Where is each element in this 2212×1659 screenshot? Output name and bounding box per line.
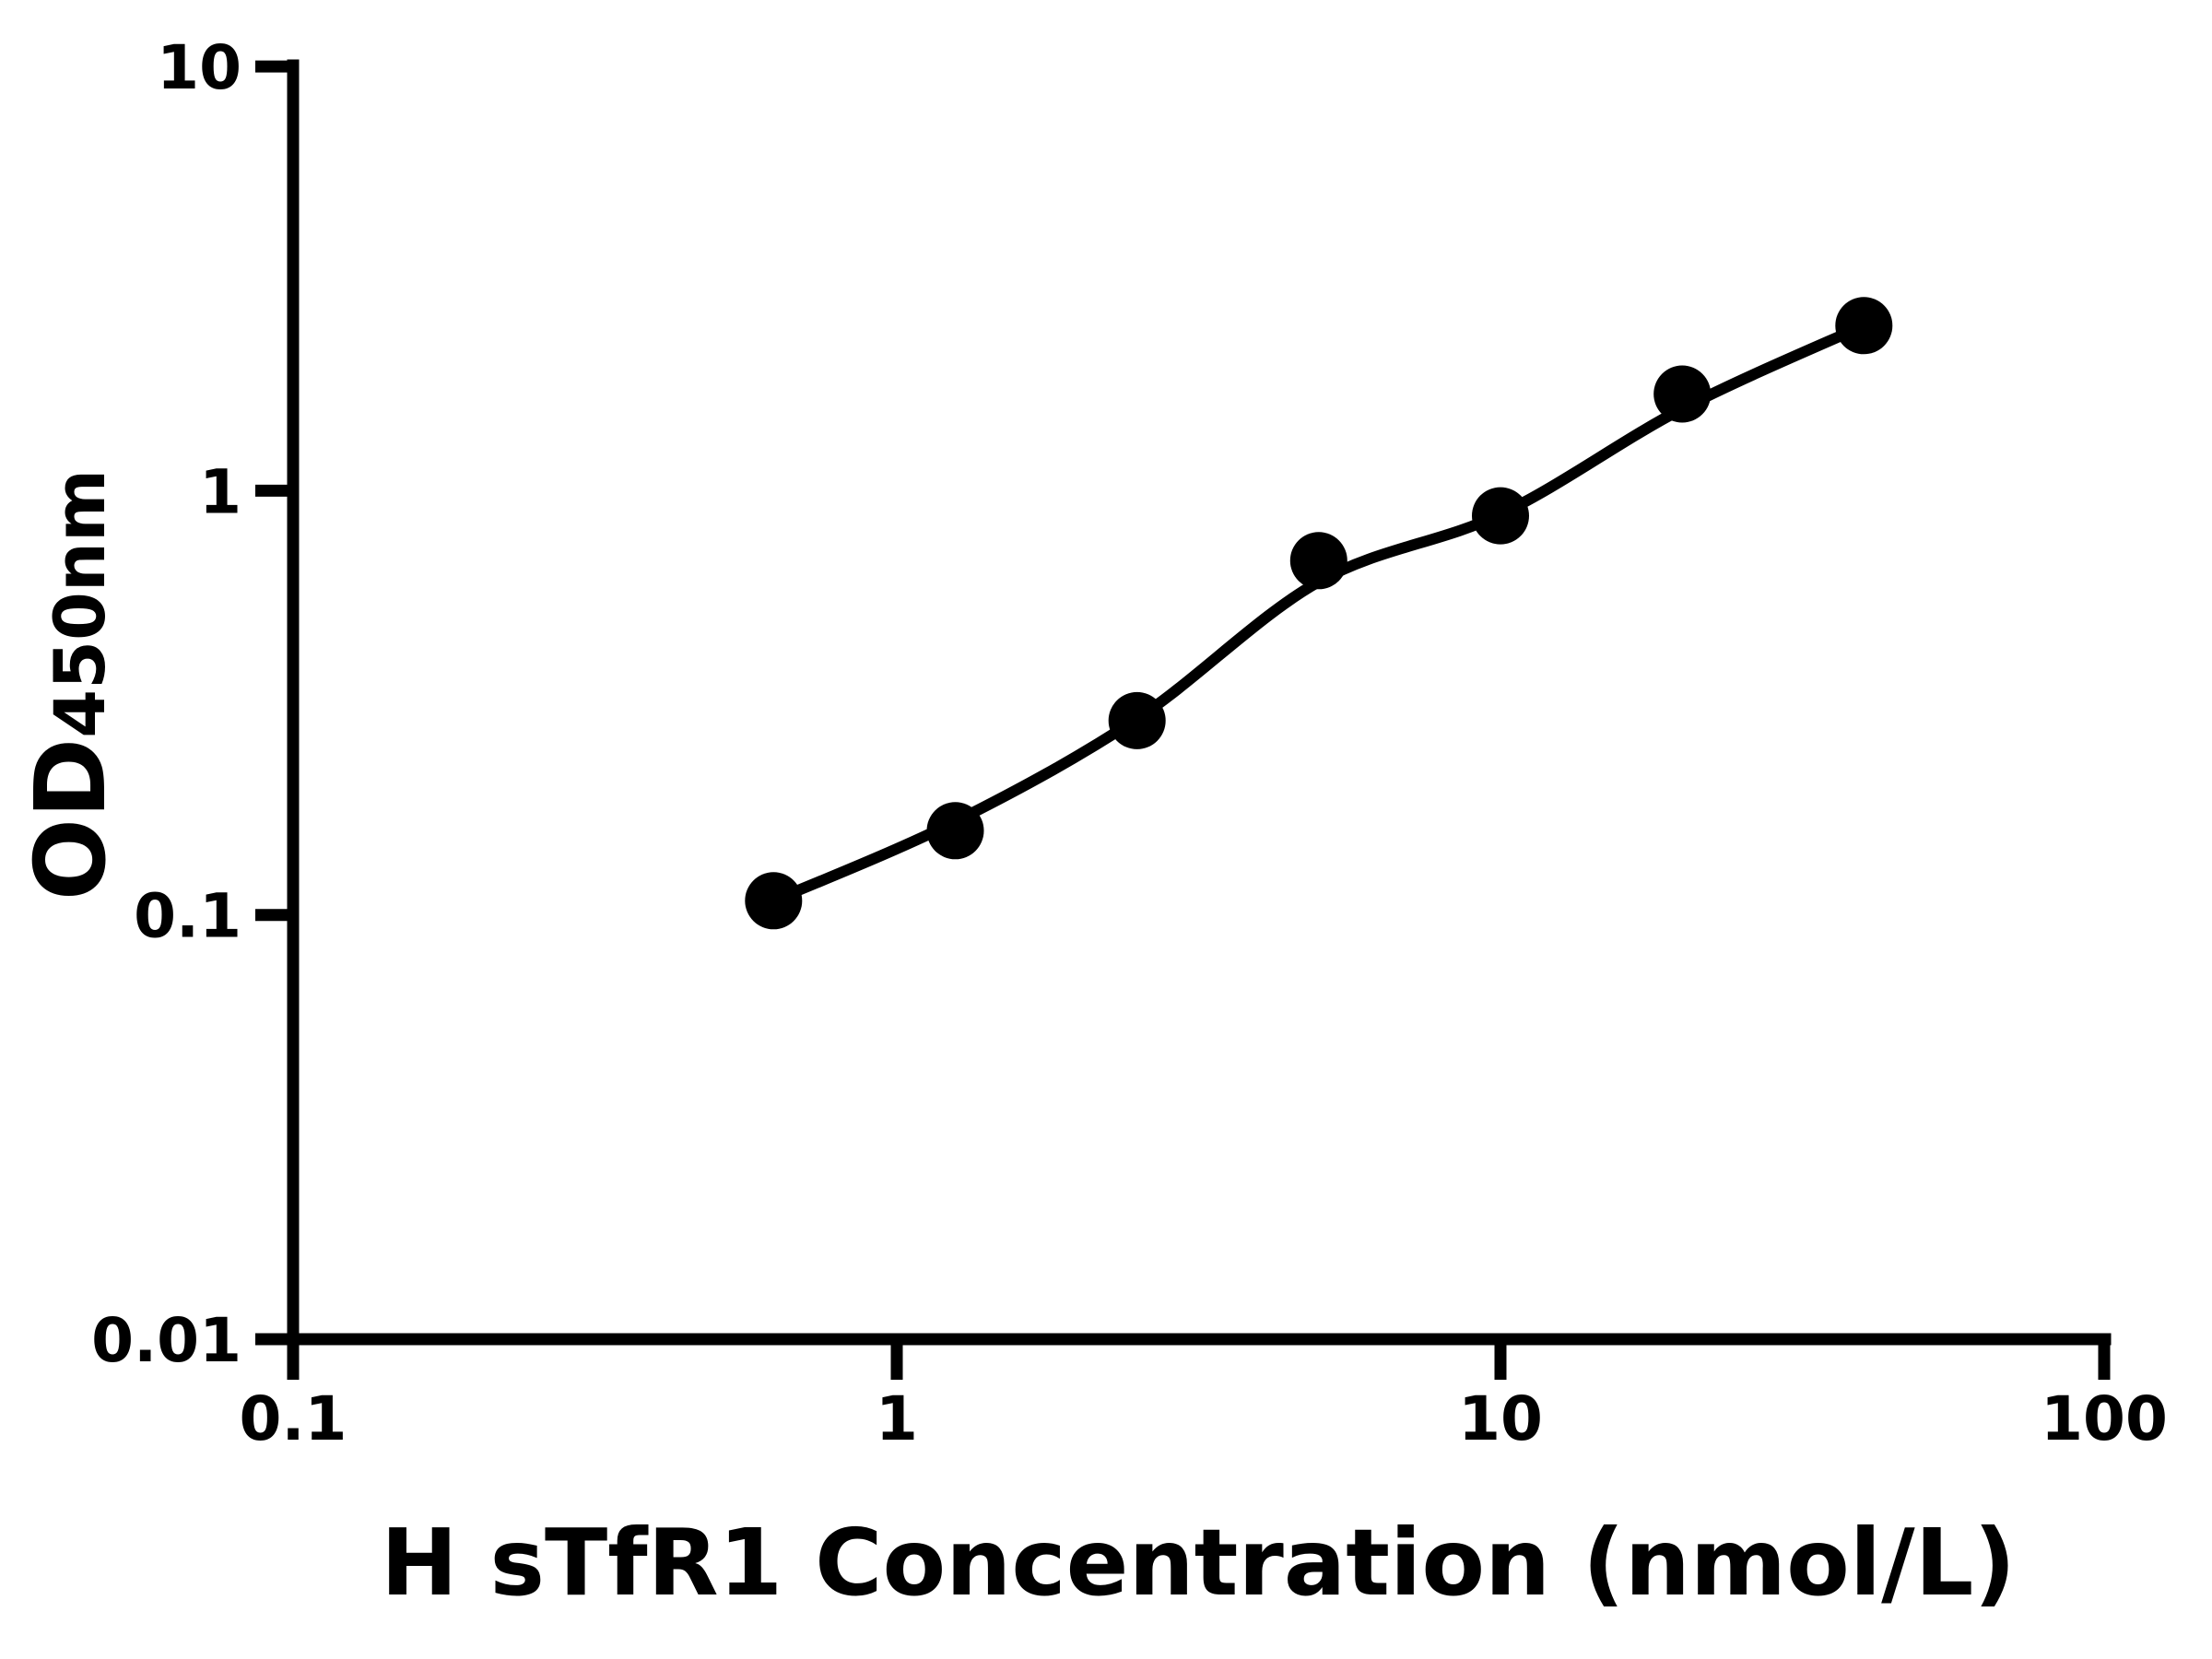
- y-tick-label-10: 10: [157, 32, 241, 103]
- y-axis-title-subscript: 450nm: [39, 469, 121, 738]
- y-tick-label-0.1: 0.1: [134, 881, 241, 952]
- y-tick-label-1: 1: [199, 456, 241, 527]
- data-point-5: [1289, 532, 1347, 590]
- y-axis-title-main: OD: [15, 738, 127, 900]
- data-point-40: [1835, 297, 1893, 355]
- y-axis-title: OD450nm: [15, 469, 127, 900]
- data-point-10: [1472, 487, 1529, 545]
- data-point-0.625: [745, 872, 803, 930]
- data-point-1.25: [926, 802, 984, 860]
- x-tick-label-100: 100: [2041, 1383, 2168, 1454]
- y-tick-label-0.01: 0.01: [91, 1305, 241, 1376]
- data-point-2.5: [1108, 691, 1166, 749]
- plot-area: [745, 297, 1893, 930]
- x-tick-label-1: 1: [876, 1383, 918, 1454]
- x-tick-label-10: 10: [1458, 1383, 1543, 1454]
- data-point-20: [1653, 365, 1712, 423]
- x-tick-label-0.1: 0.1: [240, 1383, 347, 1454]
- x-axis-title: H sTfR1 Concentration (nmol/L): [381, 1509, 2016, 1617]
